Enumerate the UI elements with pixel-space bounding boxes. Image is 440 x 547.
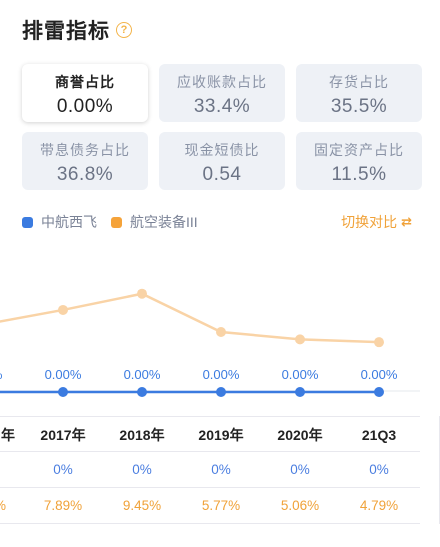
table-cell: 0% [290, 462, 310, 477]
metric-label: 存货占比 [329, 74, 389, 90]
table-header-cell: 2020年 [277, 427, 323, 443]
metric-label: 商誉占比 [55, 74, 115, 90]
data-point-company[interactable] [374, 387, 384, 397]
legend-label: 航空装备III [130, 214, 198, 230]
metric-card-inventory[interactable]: 存货占比 35.5% [296, 64, 422, 122]
table-cell: 5.06% [280, 498, 320, 513]
legend-swatch-company [22, 216, 33, 228]
table-cell: 0% [53, 462, 73, 477]
question-circle-icon[interactable]: ? [116, 22, 132, 38]
table-row: % 7.89% 9.45% 5.77% 5.06% 4.79% [0, 488, 420, 524]
metric-card-fixed-assets[interactable]: 固定资产占比 11.5% [296, 132, 422, 190]
data-point-company[interactable] [58, 387, 68, 397]
metric-value: 11.5% [331, 164, 387, 185]
table-header-cell: 2017年 [40, 427, 86, 443]
legend-swatch-industry [111, 216, 122, 228]
table-cell: 0% [369, 462, 389, 477]
line-chart: 0.00% 0.00% 0.00% 0.00% 0.00% 0.00% [0, 288, 420, 397]
data-label-company: 0.00% [282, 367, 319, 382]
metric-value: 0.00% [56, 96, 114, 117]
metric-card-receivables[interactable]: 应收账款占比 33.4% [159, 64, 285, 122]
table-cell: 4.79% [359, 498, 399, 513]
table-cell: 0% [211, 462, 231, 477]
data-label-company: 0.00% [0, 367, 3, 382]
metric-label: 带息债务占比 [40, 142, 130, 158]
data-label-company: 0.00% [361, 367, 398, 382]
table-cell: 9.45% [122, 498, 162, 513]
switch-compare-label: 切换对比 [341, 214, 398, 230]
data-point-company[interactable] [137, 387, 147, 397]
table-header-row: 年 2017年 2018年 2019年 2020年 21Q3 [0, 416, 420, 452]
data-point-industry[interactable] [295, 334, 305, 345]
metric-label: 固定资产占比 [314, 142, 404, 158]
data-point-industry[interactable] [216, 326, 226, 337]
metric-value: 36.8% [56, 164, 114, 185]
section-header: 排雷指标 ? [22, 14, 132, 46]
legend-label: 中航西飞 [41, 214, 97, 230]
table-header-cell: 21Q3 [361, 427, 397, 443]
table-cell: 5.77% [201, 498, 241, 513]
data-point-industry[interactable] [137, 288, 147, 299]
data-label-company: 0.00% [124, 367, 161, 382]
data-table: 年 2017年 2018年 2019年 2020年 21Q3 0% 0% 0% … [0, 416, 420, 524]
data-label-company: 0.00% [45, 367, 82, 382]
swap-icon: ⇄ [401, 214, 412, 229]
data-point-industry[interactable] [374, 337, 384, 348]
chart-legend: 中航西飞 航空装备III 切换对比 ⇄ [22, 212, 412, 232]
table-cell: % [0, 488, 36, 524]
metric-label: 现金短债比 [184, 142, 260, 158]
legend-item-company[interactable]: 中航西飞 [22, 212, 97, 232]
data-point-company[interactable] [216, 387, 226, 397]
table-cell: 0% [132, 462, 152, 477]
series-line-industry [0, 292, 380, 344]
table-cell: 7.89% [43, 498, 83, 513]
data-point-company[interactable] [295, 387, 305, 397]
table-header-cell: 年 [1, 427, 15, 443]
metric-value: 33.4% [193, 96, 251, 117]
metric-value: 0.54 [202, 164, 242, 185]
table-header-cell: 2018年 [119, 427, 165, 443]
switch-compare-button[interactable]: 切换对比 ⇄ [341, 212, 412, 232]
metric-value: 35.5% [330, 96, 388, 117]
metric-card-cash-ratio[interactable]: 现金短债比 0.54 [159, 132, 285, 190]
legend-item-industry[interactable]: 航空装备III [111, 212, 198, 232]
data-point-industry[interactable] [58, 304, 68, 315]
section-title: 排雷指标 [22, 20, 110, 43]
metric-card-interest-debt[interactable]: 带息债务占比 36.8% [22, 132, 148, 190]
table-row: 0% 0% 0% 0% 0% [0, 452, 420, 488]
data-label-company: 0.00% [203, 367, 240, 382]
metric-label: 应收账款占比 [177, 74, 267, 90]
metric-card-goodwill[interactable]: 商誉占比 0.00% [22, 64, 148, 122]
table-header-cell: 2019年 [198, 427, 244, 443]
